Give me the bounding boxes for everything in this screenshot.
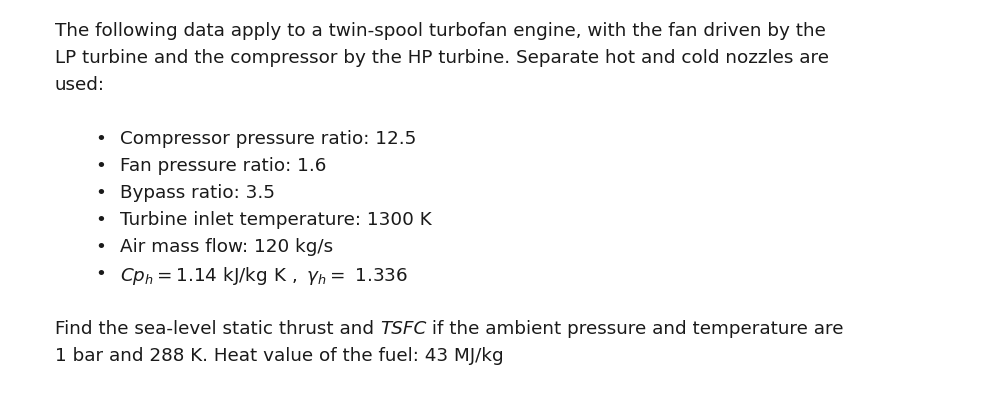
Text: Bypass ratio: 3.5: Bypass ratio: 3.5 [120, 184, 275, 202]
Text: 1 bar and 288 K. Heat value of the fuel: 43 MJ/kg: 1 bar and 288 K. Heat value of the fuel:… [55, 347, 504, 365]
Text: •: • [95, 157, 106, 175]
Text: •: • [95, 130, 106, 148]
Text: Fan pressure ratio: 1.6: Fan pressure ratio: 1.6 [120, 157, 326, 175]
Text: used:: used: [55, 76, 105, 94]
Text: Air mass flow: 120 kg/s: Air mass flow: 120 kg/s [120, 238, 333, 256]
Text: Turbine inlet temperature: 1300 K: Turbine inlet temperature: 1300 K [120, 211, 432, 229]
Text: Compressor pressure ratio: 12.5: Compressor pressure ratio: 12.5 [120, 130, 416, 148]
Text: Find the sea-level static thrust and: Find the sea-level static thrust and [55, 320, 380, 338]
Text: The following data apply to a twin-spool turbofan engine, with the fan driven by: The following data apply to a twin-spool… [55, 22, 826, 40]
Text: TSFC: TSFC [380, 320, 426, 338]
Text: •: • [95, 211, 106, 229]
Text: LP turbine and the compressor by the HP turbine. Separate hot and cold nozzles a: LP turbine and the compressor by the HP … [55, 49, 829, 67]
Text: •: • [95, 265, 106, 283]
Text: $\mathit{Cp}_{h}$$ = 1.14\ \mathrm{kJ/kg\ K}\ ,\ \gamma_{h}{=}\ 1.336$: $\mathit{Cp}_{h}$$ = 1.14\ \mathrm{kJ/kg… [120, 265, 408, 287]
Text: •: • [95, 184, 106, 202]
Text: if the ambient pressure and temperature are: if the ambient pressure and temperature … [426, 320, 844, 338]
Text: •: • [95, 238, 106, 256]
